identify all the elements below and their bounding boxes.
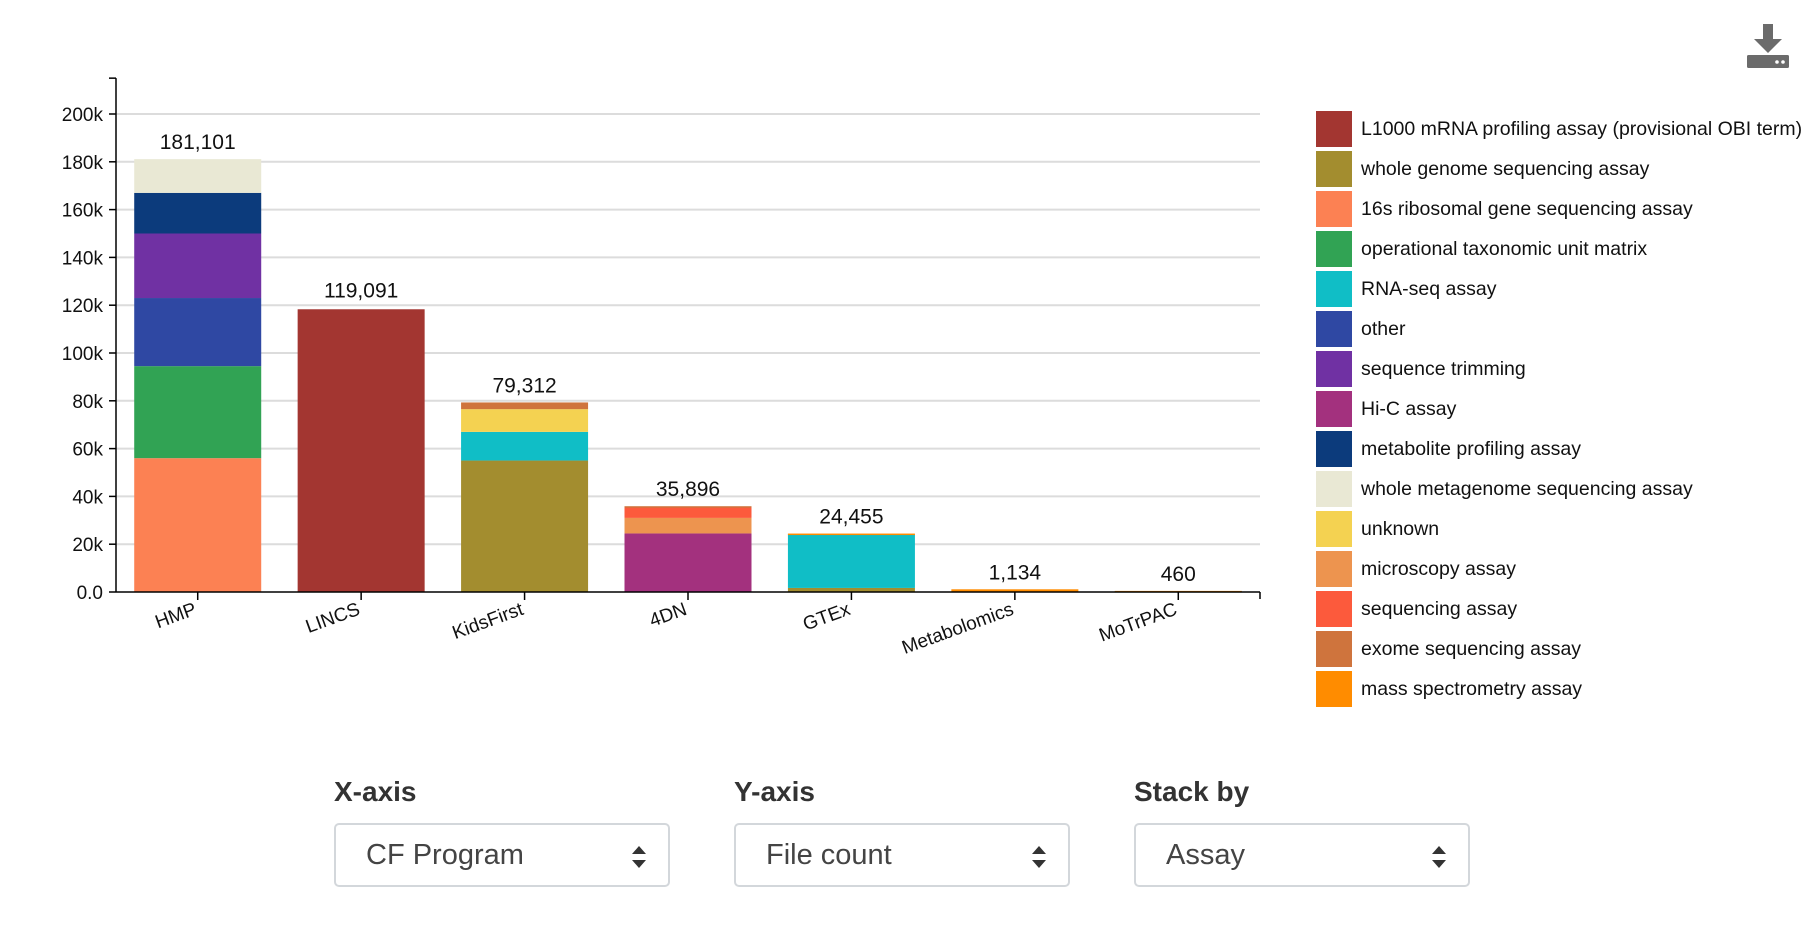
bar-segment [624,533,752,592]
yaxis-label: Y-axis [734,776,815,807]
select-arrows-icon [1032,846,1046,868]
legend-label: sequencing assay [1361,598,1517,620]
bar-total-label: 460 [1161,563,1196,586]
bar-segment [461,402,589,410]
bar-segment [787,533,915,536]
legend-swatch [1316,631,1352,667]
legend-swatch [1316,511,1352,547]
bar-segment [624,517,752,534]
yaxis-select[interactable]: File count [734,823,1070,887]
y-tick-label: 60k [72,440,103,461]
legend-label: unknown [1361,518,1439,540]
bar-segment [624,506,752,508]
yaxis-control: Y-axis File count [734,775,1070,887]
legend-swatch [1316,151,1352,187]
legend-label: sequence trimming [1361,358,1526,380]
y-tick-label: 120k [62,296,104,317]
bar-segment [134,192,262,234]
y-tick-label: 40k [72,487,103,508]
y-tick-label: 200k [62,105,104,126]
x-tick-label: MoTrPAC [1096,599,1180,647]
legend-label: L1000 mRNA profiling assay (provisional … [1361,118,1802,140]
stackby-label: Stack by [1134,776,1250,807]
bar-segment [461,460,589,592]
bar-segment [461,409,589,432]
bar-total-label: 35,896 [656,478,720,501]
y-tick-label: 160k [62,201,104,222]
x-tick-label: Metabolomics [899,599,1016,659]
y-tick-label: 20k [72,535,103,556]
xaxis-select-value: CF Program [366,839,524,871]
legend-label: microscopy assay [1361,558,1516,580]
bar-segment [134,298,262,367]
legend-label: RNA-seq assay [1361,278,1497,300]
stacked-bar-chart: 0.0 20k 40k 60k 80k 100k 120k 140k 160k 180k 200k H… [62,77,1802,707]
x-tick-label: HMP [153,599,200,633]
xaxis-label: X-axis [334,776,417,807]
bar-total-label: 119,091 [324,279,398,302]
x-tick-label: LINCS [303,599,363,638]
legend: L1000 mRNA profiling assay (provisional … [1316,111,1802,707]
bar-segment [624,507,752,518]
y-tick-label: 0.0 [77,583,103,604]
stackby-select-value: Assay [1166,839,1245,871]
bar-segment [787,534,915,588]
x-tick-label: 4DN [647,599,690,632]
legend-label: exome sequencing assay [1361,638,1581,660]
legend-swatch [1316,351,1352,387]
yaxis-select-value: File count [766,839,892,871]
select-arrows-icon [632,846,646,868]
legend-swatch [1316,111,1352,147]
legend-swatch [1316,591,1352,627]
legend-swatch [1316,271,1352,307]
legend-label: Hi-C assay [1361,398,1457,420]
bar-segment [134,366,262,459]
labels: 181,101 119,091 79,312 35,896 24,455 1,134 460 [160,131,1196,586]
legend-swatch [1316,391,1352,427]
legend-swatch [1316,191,1352,227]
stackby-select[interactable]: Assay [1134,823,1470,887]
legend-swatch [1316,671,1352,707]
bar-segment [951,589,1079,592]
stackby-control: Stack by Assay [1134,775,1470,887]
legend-label: other [1361,318,1406,340]
xaxis-control: X-axis CF Program [334,775,670,887]
legend-swatch [1316,231,1352,267]
bar-segment [134,233,262,299]
xaxis-select[interactable]: CF Program [334,823,670,887]
x-tick-label: GTEx [800,599,853,636]
select-arrows-icon [1432,846,1446,868]
y-tick-label: 180k [62,153,104,174]
legend-label: mass spectrometry assay [1361,678,1582,700]
bar-total-label: 1,134 [989,561,1042,584]
bar-segment [134,458,262,592]
bar-segment [134,159,262,193]
download-icon [1747,24,1789,68]
y-tick-label: 140k [62,248,104,269]
legend-swatch [1316,471,1352,507]
legend-swatch [1316,311,1352,347]
bar-segment [297,309,425,592]
legend-swatch [1316,431,1352,467]
y-tick-label: 100k [62,344,104,365]
x-tick-label: KidsFirst [450,599,527,644]
bar-total-label: 181,101 [160,131,236,154]
legend-label: whole genome sequencing assay [1360,158,1650,180]
bar-segment [461,431,589,461]
bars [134,159,1242,593]
legend-label: whole metagenome sequencing assay [1360,478,1693,500]
bar-total-label: 79,312 [492,374,556,397]
download-button[interactable] [1744,22,1792,70]
y-tick-label: 80k [72,392,103,413]
bar-segment [787,587,915,592]
legend-label: operational taxonomic unit matrix [1361,238,1647,260]
legend-swatch [1316,551,1352,587]
bar-total-label: 24,455 [819,506,883,529]
legend-label: 16s ribosomal gene sequencing assay [1361,198,1693,220]
legend-label: metabolite profiling assay [1361,438,1581,460]
